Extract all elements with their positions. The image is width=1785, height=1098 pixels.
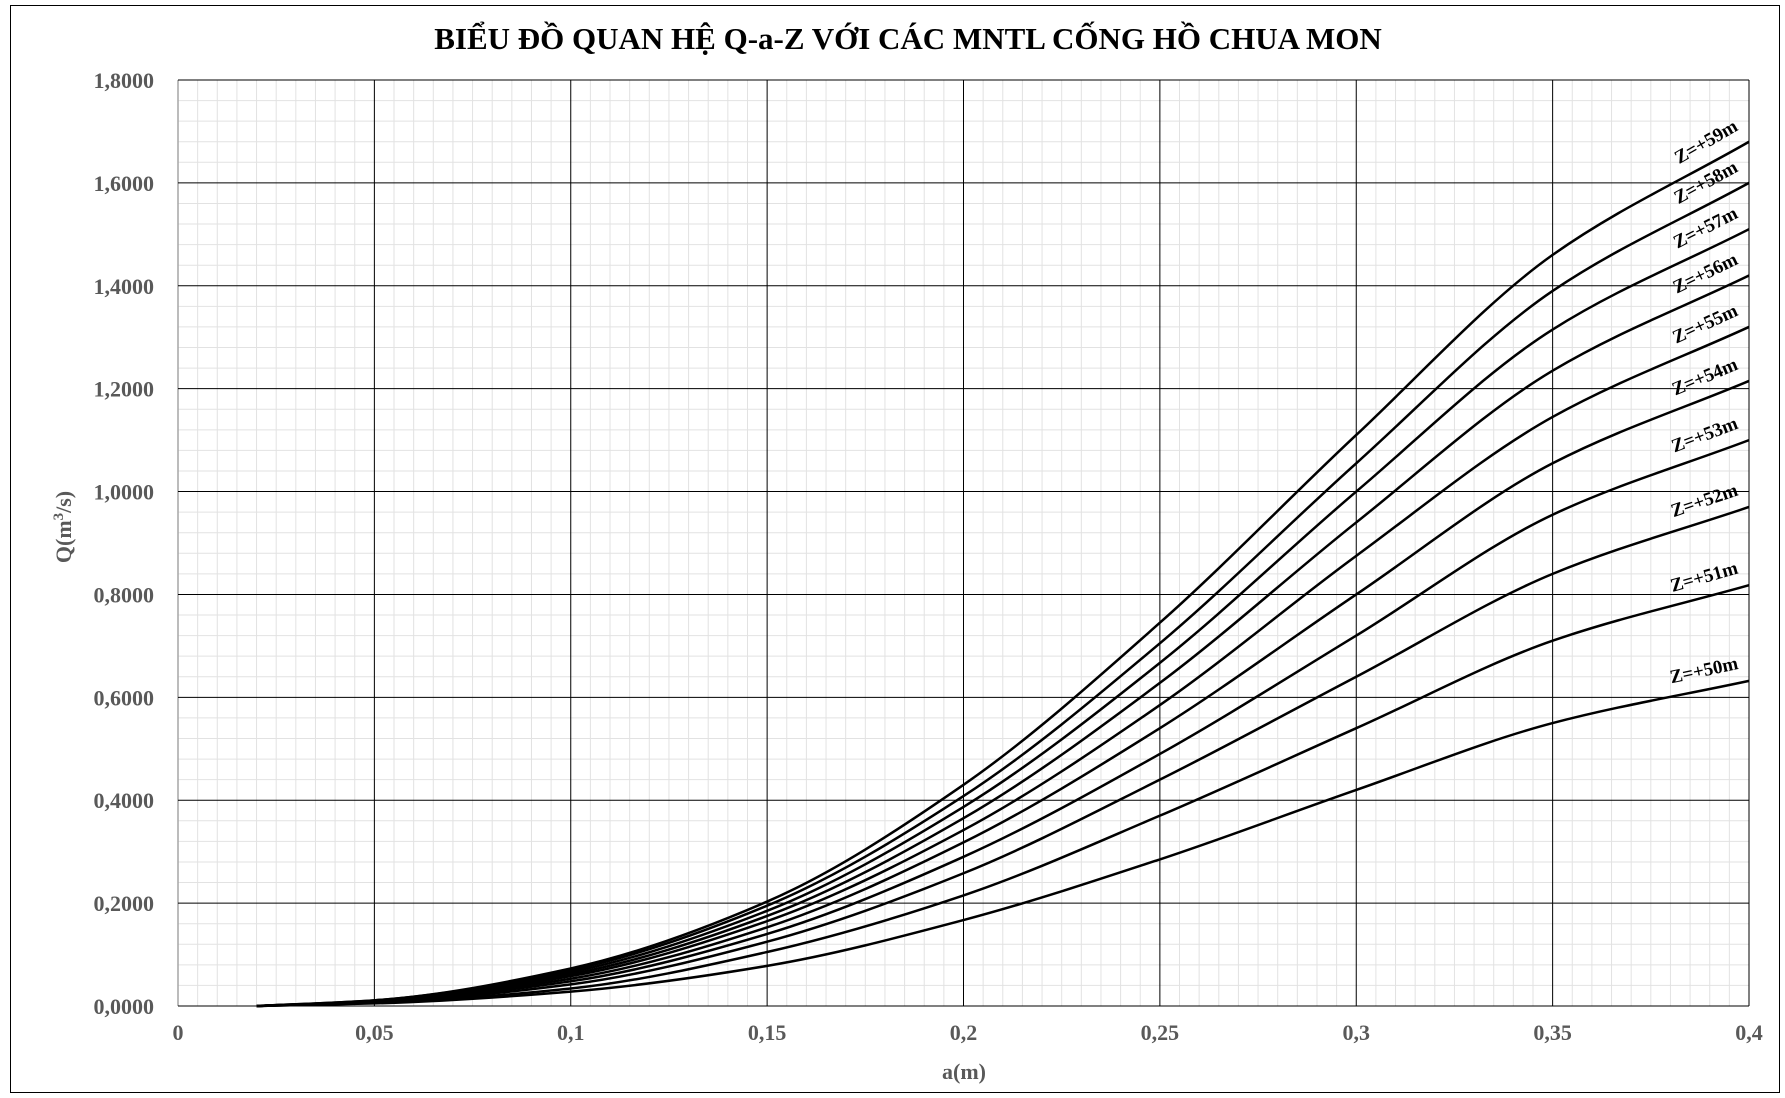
chart-title: BIỂU ĐỒ QUAN HỆ Q-a-Z VỚI CÁC MNTL CỐNG … [434, 20, 1382, 56]
x-tick-label: 0,25 [1141, 1020, 1180, 1045]
x-tick-labels: 0 0,05 0,1 0,15 0,2 0,25 0,3 0,35 0,4 [173, 1020, 1763, 1045]
y-tick-labels: 0,0000 0,2000 0,4000 0,6000 0,8000 1,0000 1,20… [94, 68, 155, 1019]
x-tick-label: 0,1 [557, 1020, 585, 1045]
series-line-Z=+53m [256, 438, 1750, 1008]
y-axis-label-main: Q(m [51, 520, 76, 563]
chart-frame: BIỂU ĐỒ QUAN HỆ Q-a-Z VỚI CÁC MNTL CỐNG … [10, 5, 1780, 1093]
x-tick-label: 0,4 [1735, 1020, 1763, 1045]
y-tick-label: 0,2000 [94, 891, 155, 916]
series-line-Z=+57m [256, 228, 1750, 1008]
series-line-Z=+51m [256, 583, 1750, 1008]
series-label-Z=+54m: Z=+54m [1669, 354, 1741, 400]
y-axis-label: Q(m3/s) [51, 491, 76, 563]
x-tick-label: 0,15 [748, 1020, 787, 1045]
y-tick-label: 1,6000 [94, 171, 155, 196]
y-tick-label: 0,8000 [94, 582, 155, 607]
series-label-Z=+57m: Z=+57m [1670, 203, 1741, 253]
x-tick-label: 0,05 [355, 1020, 394, 1045]
y-tick-label: 1,2000 [94, 377, 155, 402]
major-grid [177, 79, 1750, 1007]
y-tick-label: 0,0000 [94, 994, 155, 1019]
x-tick-label: 0,35 [1533, 1020, 1572, 1045]
x-axis-label: a(m) [942, 1059, 986, 1084]
chart-svg: BIỂU ĐỒ QUAN HỆ Q-a-Z VỚI CÁC MNTL CỐNG … [51, 20, 1763, 1084]
series-line-Z=+55m [256, 325, 1750, 1008]
y-tick-label: 1,4000 [94, 274, 155, 299]
y-axis-label-sup: 3 [51, 513, 67, 521]
series-label-Z=+52m: Z=+52m [1668, 480, 1740, 522]
y-tick-label: 0,6000 [94, 685, 155, 710]
y-tick-label: 0,4000 [94, 788, 155, 813]
series-label-Z=+56m: Z=+56m [1670, 249, 1742, 298]
y-tick-label: 1,8000 [94, 68, 155, 93]
x-tick-label: 0 [173, 1020, 184, 1045]
x-tick-label: 0,2 [950, 1020, 978, 1045]
series-labels: Z=+50mZ=+51mZ=+52mZ=+53mZ=+54mZ=+55mZ=+5… [1668, 116, 1742, 688]
x-tick-label: 0,3 [1343, 1020, 1371, 1045]
series-line-Z=+50m [256, 679, 1750, 1008]
y-tick-label: 1,0000 [94, 480, 155, 505]
series-lines [256, 140, 1750, 1008]
series-line-Z=+52m [256, 505, 1750, 1008]
y-axis-label-tail: /s) [51, 491, 76, 514]
series-line-Z=+59m [256, 140, 1750, 1008]
